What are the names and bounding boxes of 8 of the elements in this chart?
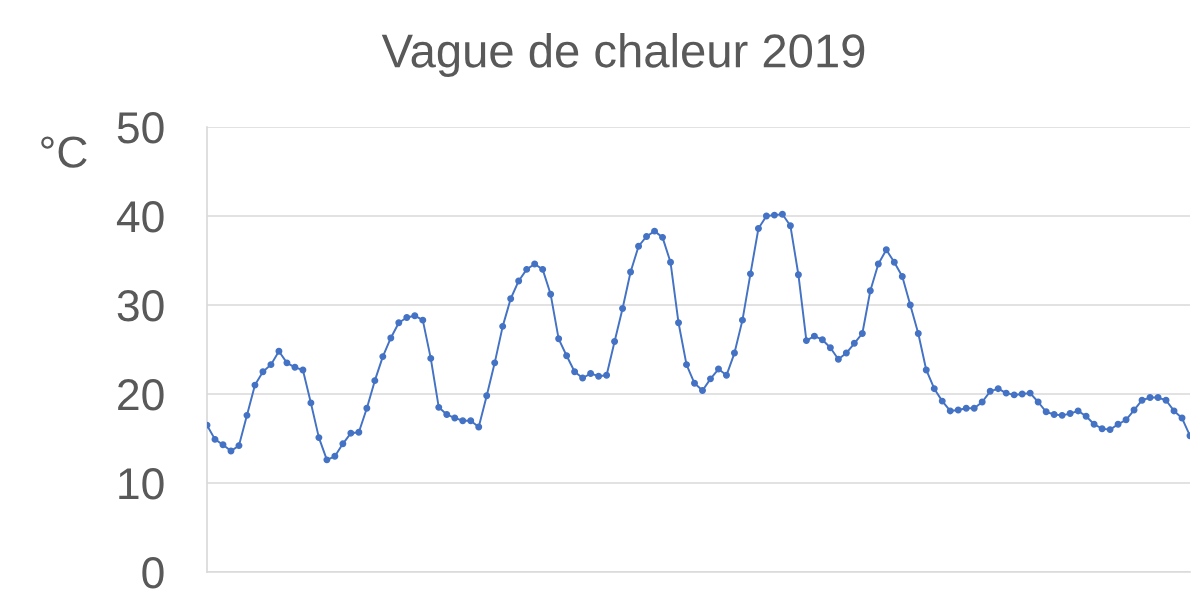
y-tick-label: 40 bbox=[116, 201, 164, 233]
y-tick-label: 30 bbox=[117, 290, 164, 322]
y-tick-label: 50 bbox=[117, 112, 164, 144]
chart-title: Vague de chaleur 2019 bbox=[381, 32, 865, 78]
y-tick-label: 20 bbox=[118, 379, 164, 411]
y-tick-label: 0 bbox=[142, 557, 164, 589]
y-axis-title: °C bbox=[41, 136, 87, 168]
y-tick-label: 10 bbox=[119, 468, 164, 500]
